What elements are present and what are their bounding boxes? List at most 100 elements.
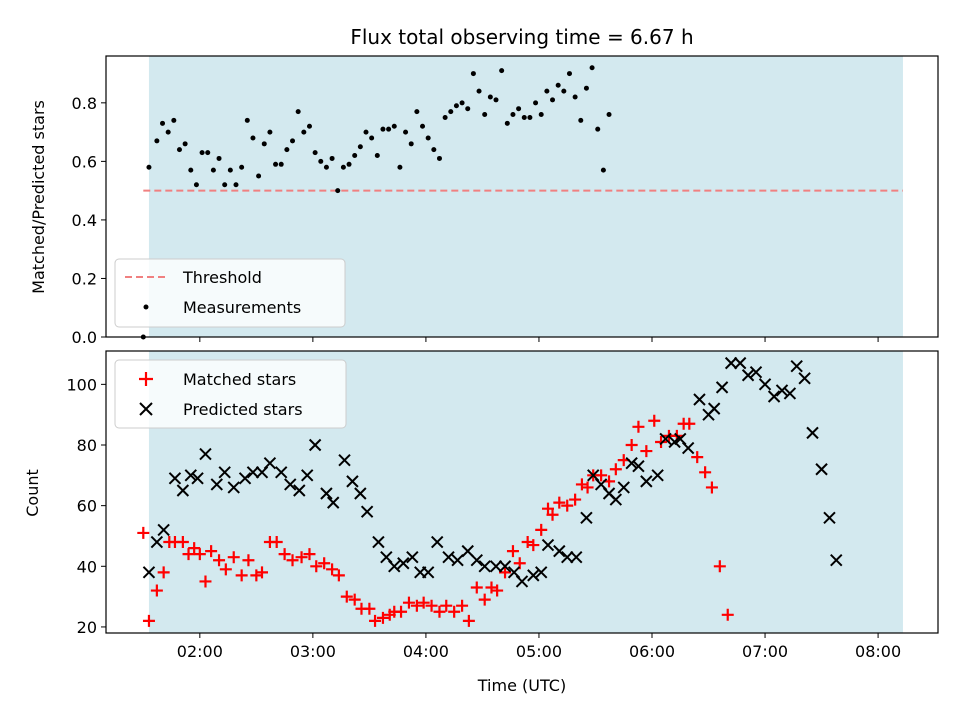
measurement-point — [391, 123, 397, 129]
matched-star-point — [542, 502, 554, 515]
bottom-xtick-label: 08:00 — [855, 642, 901, 661]
predicted-star-point — [570, 550, 583, 564]
chart-title: Flux total observing time = 6.67 h — [350, 25, 693, 49]
measurement-point — [210, 167, 216, 173]
predicted-star-point — [176, 484, 190, 497]
matched-star-point — [157, 566, 170, 579]
measurement-point — [386, 126, 392, 132]
measurement-point — [284, 147, 290, 153]
measurement-point — [431, 147, 437, 153]
predicted-star-point — [157, 523, 170, 537]
measurement-point — [250, 135, 256, 141]
predicted-star-point — [199, 447, 212, 461]
measurement-point — [171, 117, 177, 123]
predicted-star-point — [767, 390, 781, 403]
predicted-star-point — [632, 460, 645, 473]
predicted-star-point — [561, 550, 574, 564]
predicted-star-point — [541, 538, 555, 552]
matched-star-point — [286, 554, 299, 567]
measurements-points — [140, 65, 612, 340]
top-legend-box — [114, 258, 346, 328]
predicted-star-point — [388, 560, 401, 573]
measurement-point — [504, 120, 510, 126]
bottom-ytick-label: 80 — [77, 436, 97, 455]
predicted-star-point — [790, 359, 803, 373]
predicted-star-point — [478, 560, 491, 573]
predicted-star-point — [227, 481, 240, 494]
measurement-point — [267, 129, 273, 135]
matched-star-point — [705, 481, 718, 494]
predicted-star-point — [527, 569, 540, 582]
measurement-point — [369, 135, 375, 141]
predicted-star-point — [168, 472, 182, 485]
predicted-star-point — [823, 511, 836, 524]
matched-star-point — [506, 545, 519, 558]
predicted-star-point — [372, 535, 385, 549]
predicted-star-point — [320, 487, 333, 500]
predicted-star-point — [442, 550, 455, 564]
matched-star-point — [499, 566, 512, 579]
matched-star-point — [561, 499, 574, 512]
matched-star-point — [348, 593, 361, 606]
predicted-star-point — [553, 544, 566, 558]
bottom-xtick-label: 06:00 — [629, 642, 675, 661]
predicted-star-point — [515, 575, 529, 588]
bottom-legend: Matched stars Predicted stars — [114, 359, 347, 429]
legend-matched-marker — [139, 372, 153, 386]
predicted-star-point — [451, 554, 464, 567]
bottom-ytick-label: 20 — [77, 618, 97, 637]
matched-star-point — [691, 451, 704, 464]
top-x-ticks — [199, 337, 879, 342]
measurement-point — [442, 114, 448, 120]
matched-star-point — [235, 569, 248, 582]
matched-star-point — [553, 496, 566, 509]
measurement-point — [363, 129, 369, 135]
measurement-point — [176, 147, 182, 153]
top-ytick-label: 0.2 — [72, 269, 97, 288]
measurement-point — [578, 117, 584, 123]
measurement-point — [482, 112, 488, 118]
measurement-point — [318, 158, 324, 164]
bottom-xtick-label: 02:00 — [177, 642, 223, 661]
measurement-point — [493, 97, 499, 103]
legend-threshold-label: Threshold — [182, 268, 262, 287]
top-panel: 0.00.20.40.60.8 Matched/Predicted stars … — [29, 55, 939, 347]
predicted-star-point — [218, 466, 231, 479]
matched-star-point — [491, 584, 504, 597]
matched-star-point — [410, 599, 423, 612]
predicted-star-point — [580, 511, 593, 524]
measurement-point — [533, 100, 539, 106]
predicted-star-point — [535, 566, 548, 579]
predicted-star-point — [470, 554, 483, 567]
matched-star-point — [640, 445, 653, 458]
predicted-star-point — [741, 369, 755, 382]
measurement-point — [420, 123, 426, 129]
bottom-ytick-label: 40 — [77, 557, 97, 576]
predicted-star-point — [640, 475, 653, 488]
matched-star-point — [625, 439, 638, 451]
matched-star-point — [433, 605, 446, 618]
predicted-star-point — [830, 554, 843, 567]
measurement-point — [510, 112, 516, 118]
measurement-point — [470, 71, 476, 77]
measurement-point — [261, 141, 267, 147]
measurement-point — [216, 155, 222, 161]
measurement-point — [160, 120, 166, 126]
matched-star-point — [193, 548, 206, 561]
predicted-star-point — [301, 469, 314, 482]
bottom-x-axis: 02:00 03:00 04:00 05:00 06:00 07:00 08:00 — [177, 633, 901, 661]
matched-star-point — [683, 417, 696, 430]
matched-star-point — [188, 542, 201, 555]
top-ylabel: Matched/Predicted stars — [29, 100, 48, 294]
measurement-point — [346, 161, 352, 167]
matched-star-point — [425, 599, 438, 612]
matched-star-point — [270, 536, 283, 549]
matched-star-point — [595, 469, 608, 482]
measurement-point — [227, 167, 233, 173]
measurement-point — [595, 126, 601, 132]
matched-star-point — [376, 611, 389, 624]
measurement-point — [323, 164, 329, 170]
predicted-star-point — [346, 475, 359, 488]
predicted-star-point — [498, 560, 512, 573]
predicted-star-point — [308, 438, 322, 452]
